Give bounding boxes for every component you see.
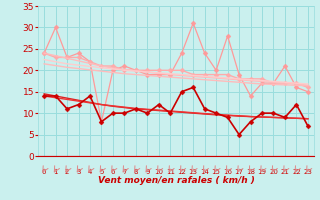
- X-axis label: Vent moyen/en rafales ( km/h ): Vent moyen/en rafales ( km/h ): [98, 176, 254, 185]
